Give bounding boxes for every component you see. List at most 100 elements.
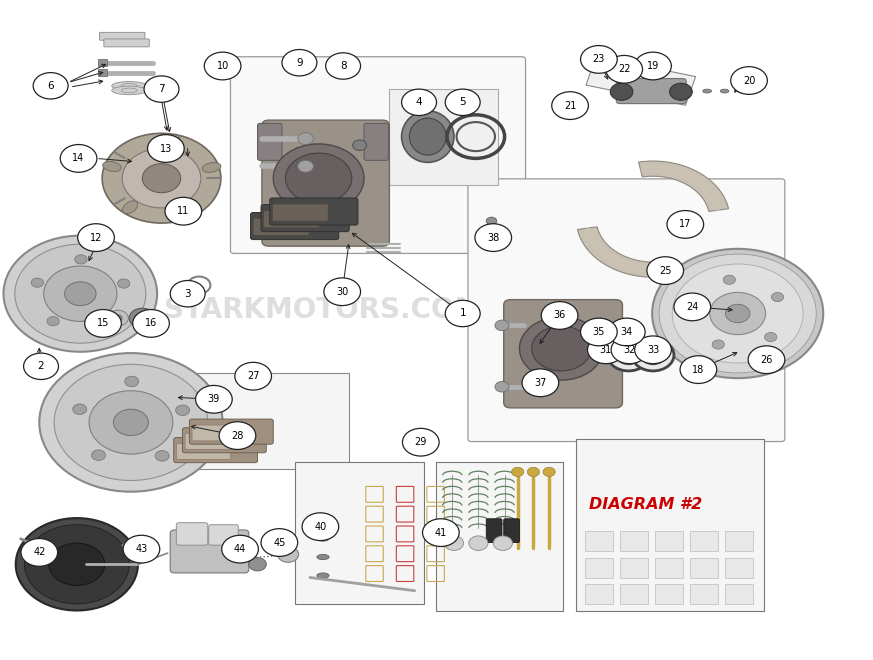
Circle shape (772, 292, 784, 302)
Circle shape (610, 83, 633, 100)
FancyBboxPatch shape (270, 198, 358, 225)
Circle shape (170, 280, 205, 307)
Circle shape (24, 525, 129, 604)
Circle shape (196, 385, 232, 413)
FancyBboxPatch shape (504, 300, 622, 408)
Circle shape (667, 211, 704, 238)
Polygon shape (577, 227, 668, 277)
Circle shape (100, 317, 113, 326)
Circle shape (611, 336, 648, 364)
Bar (98, 69, 107, 76)
Circle shape (686, 304, 698, 313)
Circle shape (235, 362, 272, 390)
Polygon shape (638, 161, 729, 211)
Text: 34: 34 (621, 327, 633, 337)
Circle shape (144, 76, 179, 102)
Circle shape (129, 308, 155, 328)
Circle shape (710, 292, 766, 335)
Text: 36: 36 (553, 310, 566, 321)
Text: 9: 9 (296, 57, 303, 68)
Text: 20: 20 (743, 75, 755, 86)
Circle shape (219, 422, 256, 449)
Circle shape (118, 279, 130, 288)
Circle shape (65, 282, 96, 306)
Ellipse shape (317, 573, 329, 578)
Circle shape (102, 133, 221, 223)
Text: 27: 27 (247, 371, 259, 381)
Text: 35: 35 (593, 327, 605, 337)
Circle shape (15, 244, 146, 343)
FancyBboxPatch shape (251, 213, 339, 240)
Circle shape (285, 153, 352, 203)
Text: 7: 7 (158, 84, 165, 94)
FancyBboxPatch shape (264, 211, 320, 228)
FancyBboxPatch shape (253, 218, 309, 236)
Text: 39: 39 (208, 394, 220, 405)
Circle shape (486, 217, 497, 225)
Bar (725, 584, 753, 604)
Bar (620, 531, 648, 551)
Text: 15: 15 (97, 318, 109, 329)
Text: 38: 38 (487, 232, 499, 243)
Text: 13: 13 (160, 143, 172, 154)
Circle shape (353, 140, 367, 150)
Ellipse shape (317, 536, 329, 541)
Circle shape (712, 340, 725, 349)
Circle shape (670, 83, 692, 100)
FancyBboxPatch shape (100, 32, 145, 40)
Circle shape (541, 302, 578, 329)
Bar (170, 373, 349, 469)
Circle shape (647, 257, 684, 284)
Bar (98, 59, 107, 66)
Circle shape (3, 236, 157, 352)
Circle shape (175, 405, 189, 416)
Bar (436, 462, 563, 610)
Ellipse shape (402, 111, 454, 162)
Ellipse shape (703, 89, 711, 93)
Bar (655, 558, 683, 578)
Circle shape (731, 67, 767, 94)
Circle shape (60, 145, 97, 172)
Text: 44: 44 (234, 544, 246, 554)
Ellipse shape (317, 554, 329, 560)
Bar (655, 531, 683, 551)
Circle shape (75, 255, 87, 264)
Ellipse shape (317, 517, 329, 523)
FancyBboxPatch shape (185, 434, 239, 449)
FancyBboxPatch shape (258, 123, 282, 160)
Circle shape (72, 404, 86, 414)
Circle shape (298, 133, 313, 145)
Circle shape (512, 467, 524, 477)
Circle shape (49, 543, 105, 585)
Circle shape (632, 339, 674, 371)
Text: 5: 5 (459, 97, 466, 108)
Circle shape (92, 450, 106, 461)
Bar (725, 531, 753, 551)
Text: 18: 18 (692, 364, 705, 375)
Circle shape (672, 264, 803, 363)
Text: DIAGRAM #2: DIAGRAM #2 (589, 498, 703, 512)
Circle shape (113, 409, 148, 436)
Circle shape (445, 300, 480, 327)
Ellipse shape (738, 89, 746, 93)
Text: 21: 21 (564, 100, 576, 111)
Text: 4: 4 (416, 97, 423, 108)
FancyBboxPatch shape (468, 179, 785, 442)
Circle shape (113, 315, 122, 321)
Circle shape (581, 318, 617, 346)
Circle shape (78, 224, 114, 251)
Text: 41: 41 (435, 527, 447, 538)
Bar (585, 584, 613, 604)
Circle shape (495, 381, 509, 392)
Circle shape (532, 326, 591, 371)
Circle shape (659, 254, 816, 373)
Circle shape (674, 293, 711, 321)
Circle shape (261, 529, 298, 556)
Circle shape (527, 467, 540, 477)
Circle shape (148, 135, 184, 162)
Ellipse shape (112, 86, 147, 95)
Circle shape (33, 73, 68, 99)
FancyBboxPatch shape (104, 39, 149, 47)
Circle shape (47, 317, 59, 326)
Circle shape (16, 518, 138, 610)
